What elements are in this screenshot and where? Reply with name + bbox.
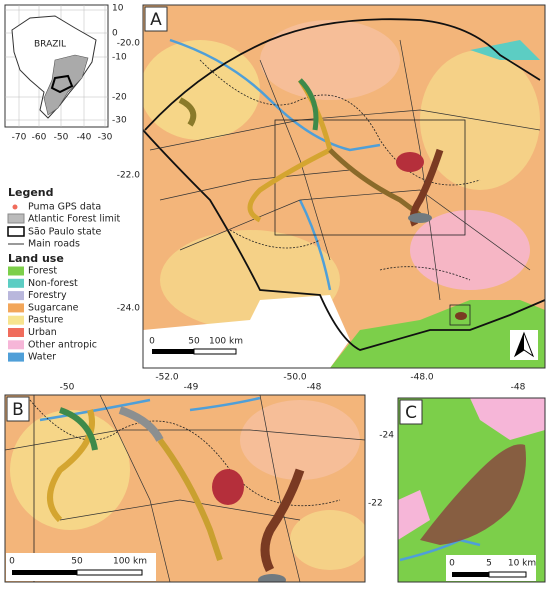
legend: Legend Puma GPS data Atlantic Forest lim… [7,186,120,363]
legend-item: Other antropic [28,339,97,350]
lat-label: -22.0 [117,171,141,181]
scale-label: 10 km [508,559,536,569]
legend-item: Forestry [28,290,67,301]
scale-label: 100 km [113,557,147,567]
legend-item: Water [28,352,56,363]
legend-item: Forest [28,266,57,277]
land-use-title: Land use [8,252,64,265]
legend-swatch [8,315,24,325]
scale-label: 0 [9,557,15,567]
lon-label: -48 [511,383,526,393]
panel-label: B [12,400,24,420]
scale-label: 50 [71,557,83,567]
lon-label: -49 [184,383,199,393]
lat-label: -24.0 [117,304,141,314]
lon-label: -52.0 [155,373,179,383]
lon-label: -40 [77,133,92,143]
legend-item: Atlantic Forest limit [28,214,120,225]
panel-a: A -20.0 -22.0 -24.0 -52.0 -50.0 -48.0 0 … [117,4,546,383]
legend-item: Urban [28,327,57,338]
legend-item: Pasture [28,315,64,326]
panel-b: B -50 -49 -48 -22 0 50 100 km [4,383,383,583]
scale-label: 0 [449,559,455,569]
scale-label: 0 [149,337,155,347]
legend-swatch [8,278,24,288]
lat-label: -30 [112,116,127,126]
lat-label: -20.0 [117,39,141,49]
lon-label: -50 [54,133,69,143]
lon-label: -50 [60,383,75,393]
panel-c: C -48 -24 0 5 10 km [379,383,546,583]
legend-item: Sugarcane [28,302,79,313]
inset-lat-labels: 10 0 -10 -20 -30 [112,4,127,126]
legend-swatch [8,291,24,301]
scale-label: 50 [188,337,200,347]
legend-item: São Paulo state [28,227,102,238]
lat-label: 0 [112,29,118,39]
lat-label: -10 [112,53,127,63]
lon-label: -48.0 [410,373,434,383]
lat-label: -22 [368,499,383,509]
inset-map: BRAZIL 10 0 -10 -20 -30 -70 -60 -50 -40 … [4,4,127,143]
legend-swatch [8,328,24,337]
legend-swatch [8,303,24,313]
panel-label: A [150,10,162,30]
legend-title: Legend [8,186,54,199]
legend-swatch [8,266,24,276]
lat-label: 10 [112,4,124,14]
lon-label: -50.0 [283,373,307,383]
panel-label: C [405,403,417,423]
lon-label: -48 [307,383,322,393]
inset-lon-labels: -70 -60 -50 -40 -30 [12,133,113,143]
lon-label: -60 [32,133,47,143]
legend-item: Puma GPS data [28,202,101,213]
lon-label: -70 [12,133,27,143]
scale-label: 100 km [209,337,243,347]
legend-item: Main roads [28,239,80,250]
inset-title: BRAZIL [34,40,66,50]
legend-swatch [8,352,24,362]
legend-item: Non-forest [28,278,78,289]
lat-label: -20 [112,93,127,103]
lat-label: -24 [379,431,394,441]
scale-label: 5 [486,559,492,569]
lon-label: -30 [98,133,113,143]
legend-swatch [8,340,24,350]
